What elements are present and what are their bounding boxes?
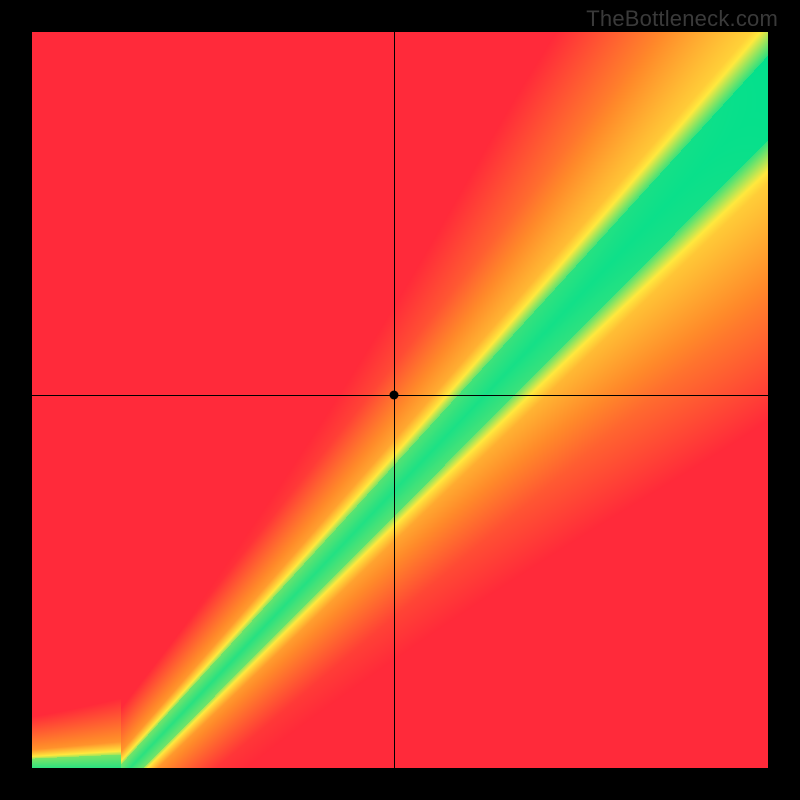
chart-container: TheBottleneck.com: [0, 0, 800, 800]
crosshair-vertical: [394, 32, 395, 768]
heatmap-canvas: [32, 32, 768, 768]
crosshair-horizontal: [32, 395, 768, 396]
plot-area: [32, 32, 768, 768]
marker-dot: [390, 390, 399, 399]
watermark-text: TheBottleneck.com: [586, 6, 778, 32]
